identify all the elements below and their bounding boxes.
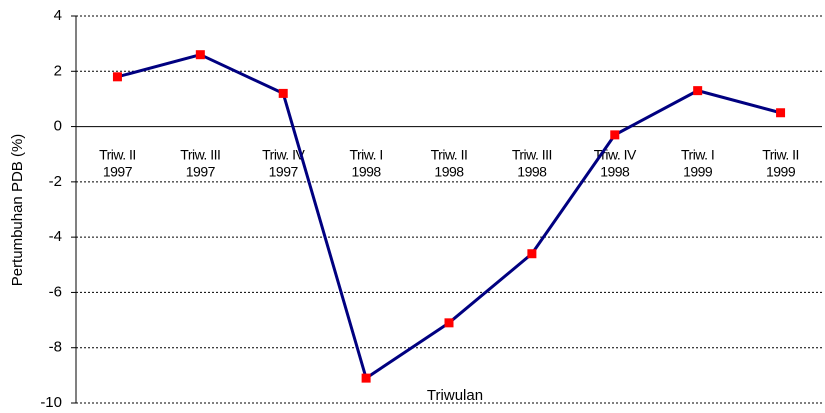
point-marker	[776, 108, 786, 118]
x-tick-label: Triw. III	[180, 146, 220, 162]
y-axis-title: Pertumbuhan PDB (%)	[9, 134, 26, 287]
y-tick-label: -2	[49, 173, 62, 190]
series-line	[117, 53, 781, 380]
y-tick-label: -6	[49, 283, 62, 300]
x-tick-label: Triw. III	[512, 146, 552, 162]
point-marker	[278, 88, 288, 98]
x-tick-label: 1998	[434, 163, 464, 179]
y-tick-label: 4	[54, 7, 62, 24]
point-marker	[361, 373, 371, 383]
x-tick-label: 1997	[186, 163, 216, 179]
y-tick-label: -10	[40, 394, 62, 411]
point-marker	[444, 318, 454, 328]
x-tick-label: Triw. IV	[262, 146, 305, 162]
y-tick-label: 2	[54, 62, 62, 79]
x-tick-label: Triw. II	[431, 146, 468, 162]
x-tick-label: 1999	[766, 163, 796, 179]
point-marker	[693, 86, 703, 96]
x-tick-label: 1999	[683, 163, 713, 179]
y-tick-label: 0	[54, 118, 62, 135]
x-tick-label: Triw. I	[349, 146, 382, 162]
point-marker	[610, 130, 620, 140]
point-marker	[195, 50, 205, 60]
x-tick-label: Triw. II	[762, 146, 799, 162]
x-tick-label: Triw. I	[681, 146, 714, 162]
x-tick-label: 1998	[352, 163, 382, 179]
point-marker	[527, 249, 537, 259]
x-tick-label: 1997	[269, 163, 299, 179]
x-tick-label: 1998	[600, 163, 630, 179]
x-tick-label: Triw. II	[99, 146, 136, 162]
y-tick-label: -8	[49, 339, 62, 356]
y-tick-label: -4	[49, 228, 62, 245]
x-axis-title: Triwulan	[427, 387, 483, 404]
x-tick-label: 1998	[517, 163, 547, 179]
point-marker	[112, 72, 122, 82]
x-tick-label: 1997	[103, 163, 133, 179]
